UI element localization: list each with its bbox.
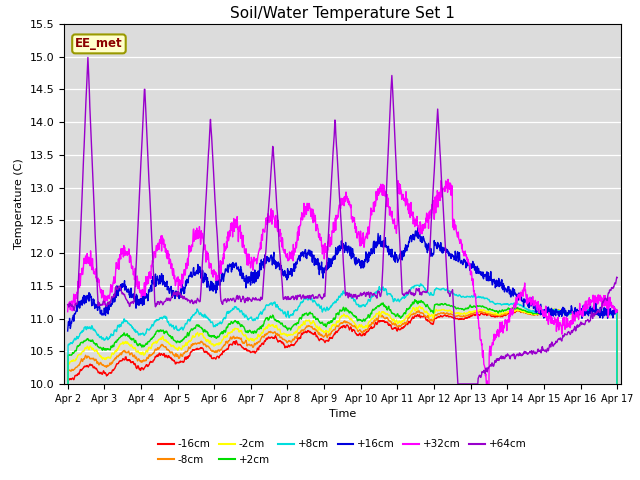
+32cm (500, 325, 508, 331)
-2cm (500, 310, 508, 315)
Title: Soil/Water Temperature Set 1: Soil/Water Temperature Set 1 (230, 6, 455, 22)
+64cm (84, 55, 92, 60)
Line: +2cm: +2cm (68, 300, 617, 480)
+2cm (548, 308, 556, 313)
+32cm (64, 309, 72, 314)
Line: -16cm: -16cm (68, 310, 617, 480)
+64cm (500, 356, 508, 362)
-8cm (186, 346, 194, 351)
+2cm (173, 340, 180, 346)
Line: +32cm: +32cm (68, 180, 617, 394)
+32cm (248, 254, 255, 260)
Line: -8cm: -8cm (68, 309, 617, 480)
Line: +64cm: +64cm (68, 58, 617, 384)
-16cm (248, 349, 255, 355)
+16cm (64, 328, 72, 334)
-8cm (548, 308, 556, 313)
+16cm (500, 283, 508, 288)
+2cm (186, 329, 194, 335)
+64cm (64, 302, 72, 308)
+32cm (444, 177, 452, 182)
+8cm (428, 292, 436, 298)
-2cm (173, 345, 180, 351)
+8cm (173, 324, 180, 330)
-8cm (248, 342, 255, 348)
-8cm (173, 352, 180, 358)
+16cm (548, 307, 556, 313)
-16cm (428, 321, 435, 326)
+64cm (428, 208, 436, 214)
+32cm (186, 249, 194, 255)
-16cm (550, 307, 558, 312)
Y-axis label: Temperature (C): Temperature (C) (14, 158, 24, 250)
-2cm (415, 303, 423, 309)
+16cm (248, 269, 255, 275)
+2cm (428, 308, 436, 313)
+8cm (248, 314, 255, 320)
+2cm (248, 329, 255, 335)
Line: +8cm: +8cm (68, 284, 617, 480)
+8cm (417, 281, 424, 287)
Line: +16cm: +16cm (68, 228, 617, 331)
+16cm (613, 309, 621, 315)
+16cm (173, 292, 180, 298)
-2cm (186, 337, 194, 343)
+32cm (613, 309, 621, 314)
-8cm (499, 312, 507, 318)
+16cm (186, 274, 194, 279)
+16cm (414, 225, 422, 231)
+64cm (548, 343, 556, 348)
+8cm (186, 318, 194, 324)
+64cm (613, 275, 621, 280)
-8cm (588, 306, 595, 312)
-16cm (173, 360, 180, 365)
-16cm (548, 308, 556, 313)
-2cm (248, 336, 255, 342)
+64cm (186, 300, 194, 306)
-8cm (428, 316, 435, 322)
-2cm (428, 312, 436, 317)
X-axis label: Time: Time (329, 409, 356, 419)
+2cm (500, 308, 508, 314)
+2cm (411, 297, 419, 302)
+32cm (428, 207, 435, 213)
+64cm (248, 299, 255, 304)
Legend: -16cm, -8cm, -2cm, +2cm, +8cm, +16cm, +32cm, +64cm: -16cm, -8cm, -2cm, +2cm, +8cm, +16cm, +3… (154, 435, 531, 469)
Line: -2cm: -2cm (68, 306, 617, 480)
+8cm (500, 301, 508, 307)
+16cm (428, 253, 436, 259)
+32cm (485, 391, 493, 396)
+64cm (173, 292, 180, 298)
-16cm (186, 352, 194, 358)
+32cm (548, 319, 556, 324)
+32cm (173, 277, 180, 283)
+8cm (548, 307, 556, 312)
Text: EE_met: EE_met (75, 37, 123, 50)
+64cm (454, 381, 461, 387)
-2cm (548, 308, 556, 313)
-16cm (499, 312, 507, 318)
